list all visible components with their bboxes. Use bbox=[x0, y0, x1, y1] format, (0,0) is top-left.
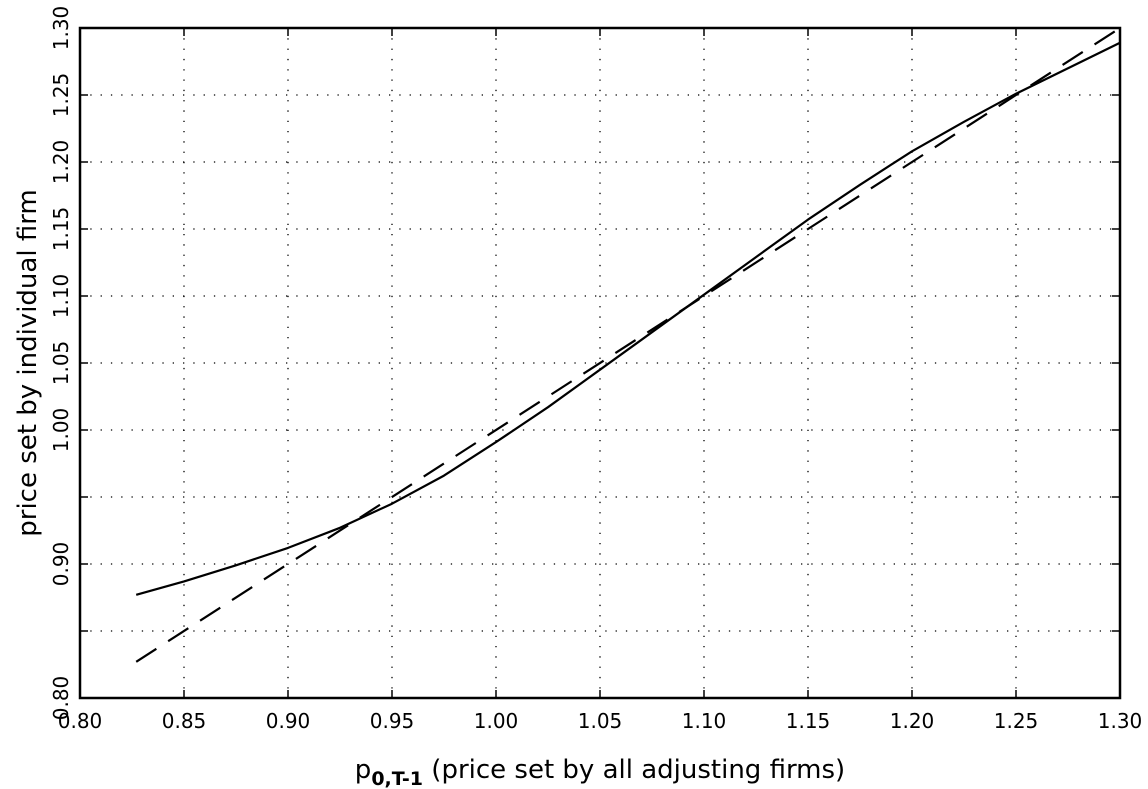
x-tick-label: 0.95 bbox=[370, 709, 415, 733]
x-tick-label: 1.20 bbox=[890, 709, 935, 733]
series-line-solid bbox=[135, 41, 1121, 596]
x-tick-label: 1.25 bbox=[994, 709, 1039, 733]
y-tick-label: 1.25 bbox=[49, 73, 73, 118]
tick-marks bbox=[79, 27, 1121, 699]
x-tick-label: 0.85 bbox=[162, 709, 207, 733]
x-tick-label: 1.05 bbox=[578, 709, 623, 733]
x-axis-label: p0,T-1 (price set by all adjusting firms… bbox=[355, 755, 845, 789]
series-line-dashed bbox=[135, 27, 1121, 663]
y-axis-label: price set by individual firm bbox=[13, 189, 43, 537]
x-tick-label: 1.30 bbox=[1098, 709, 1143, 733]
x-tick-label: 1.00 bbox=[474, 709, 519, 733]
y-tick-label: 1.20 bbox=[49, 140, 73, 185]
y-tick-labels: 0.80 0.90 1.00 1.05 1.10 1.15 1.20 1.25 1.30 bbox=[49, 6, 73, 721]
x-tick-label: 1.10 bbox=[682, 709, 727, 733]
x-tick-label: 0.90 bbox=[266, 709, 311, 733]
x-tick-label: 1.15 bbox=[786, 709, 831, 733]
x-tick-label: 0.80 bbox=[58, 709, 103, 733]
y-tick-label: 1.10 bbox=[49, 274, 73, 319]
y-tick-label: 1.30 bbox=[49, 6, 73, 51]
y-tick-label: 0.90 bbox=[49, 542, 73, 587]
y-tick-label: 1.15 bbox=[49, 207, 73, 252]
y-tick-label: 0.80 bbox=[49, 676, 73, 721]
series-layer bbox=[135, 27, 1121, 663]
x-tick-labels: 0.80 0.85 0.90 0.95 1.00 1.05 1.10 1.15 1.20 1.25… bbox=[58, 709, 1143, 733]
y-tick-label: 1.00 bbox=[49, 408, 73, 453]
y-tick-label: 1.05 bbox=[49, 341, 73, 386]
